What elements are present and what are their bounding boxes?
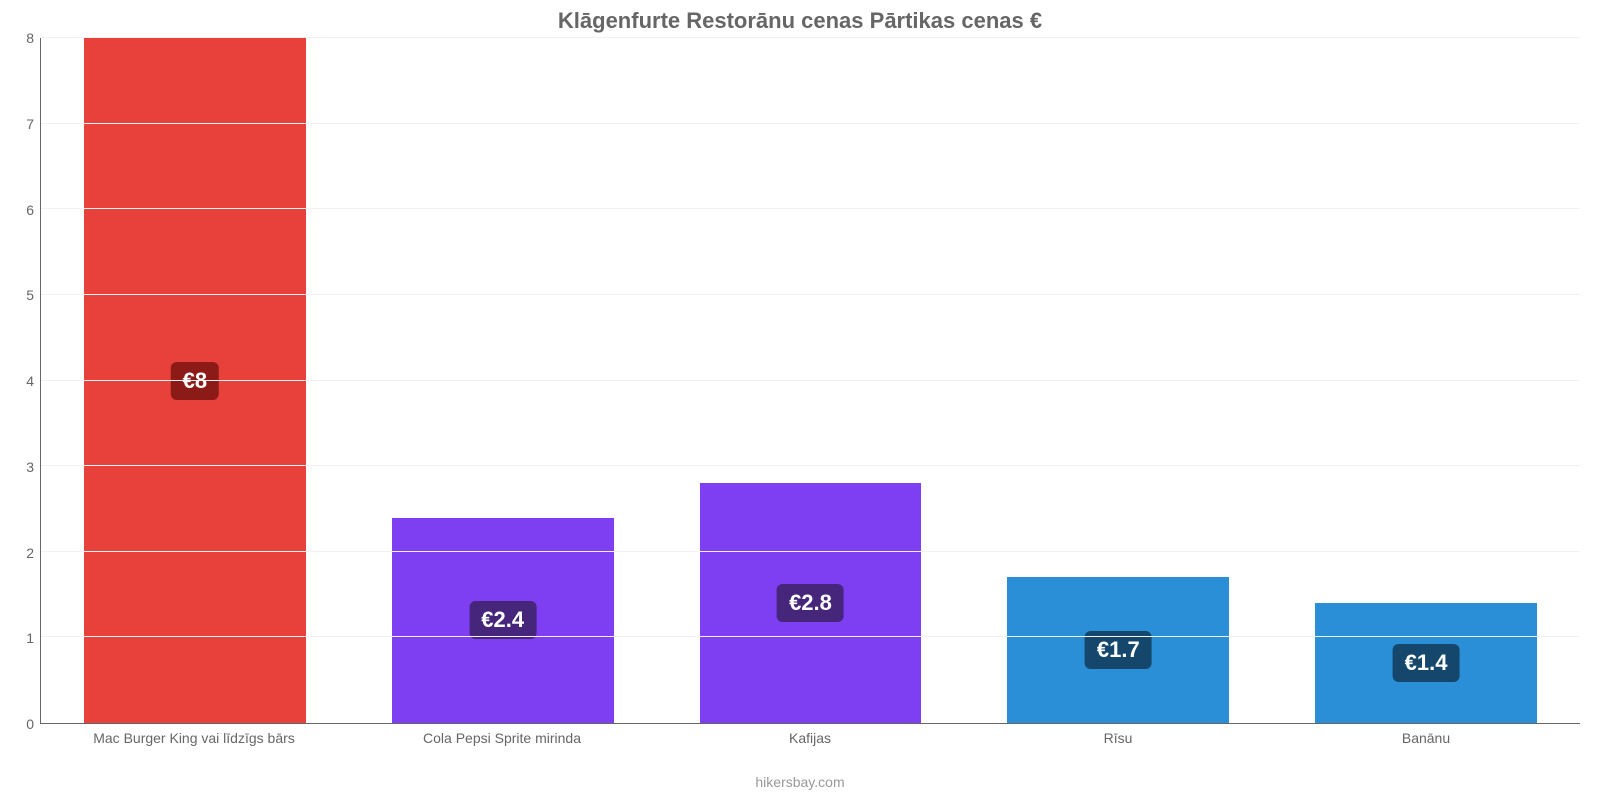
bar-slot: €2.4 [349,38,657,723]
x-label: Rīsu [964,724,1272,774]
y-tick: 5 [26,287,34,303]
y-tick: 6 [26,202,34,218]
y-tick: 3 [26,459,34,475]
price-chart: Klāgenfurte Restorānu cenas Pārtikas cen… [0,0,1600,800]
bar: €1.7 [1007,577,1229,723]
gridline [41,465,1580,466]
x-label: Kafijas [656,724,964,774]
y-tick: 8 [26,30,34,46]
y-tick: 4 [26,373,34,389]
gridline [41,123,1580,124]
bar-slot: €2.8 [657,38,965,723]
bars-container: €8 €2.4 €2.8 €1.7 €1.4 [41,38,1580,723]
bar-slot: €1.7 [964,38,1272,723]
chart-footer: hikersbay.com [0,774,1600,800]
gridline [41,551,1580,552]
bar: €2.4 [392,518,614,724]
bar-slot: €1.4 [1272,38,1580,723]
gridline [41,208,1580,209]
x-label: Banānu [1272,724,1580,774]
value-badge: €1.4 [1393,644,1460,682]
bar: €8 [84,38,306,723]
bar-slot: €8 [41,38,349,723]
gridline [41,37,1580,38]
gridline [41,380,1580,381]
value-badge: €2.4 [469,601,536,639]
y-tick: 1 [26,630,34,646]
value-badge: €2.8 [777,584,844,622]
y-tick: 0 [26,716,34,732]
chart-title: Klāgenfurte Restorānu cenas Pārtikas cen… [0,0,1600,38]
chart-body: 012345678 €8€2.4€2.8€1.7€1.4 [0,38,1600,724]
gridline [41,294,1580,295]
gridline [41,636,1580,637]
y-axis: 012345678 [0,38,40,724]
x-axis: Mac Burger King vai līdzīgs bārsCola Pep… [0,724,1600,774]
x-label: Mac Burger King vai līdzīgs bārs [40,724,348,774]
y-tick: 7 [26,116,34,132]
x-label: Cola Pepsi Sprite mirinda [348,724,656,774]
plot-region: €8 €2.4 €2.8 €1.7 €1.4 [40,38,1580,724]
y-tick: 2 [26,545,34,561]
bar: €2.8 [700,483,922,723]
bar: €1.4 [1315,603,1537,723]
value-badge: €8 [171,362,219,400]
